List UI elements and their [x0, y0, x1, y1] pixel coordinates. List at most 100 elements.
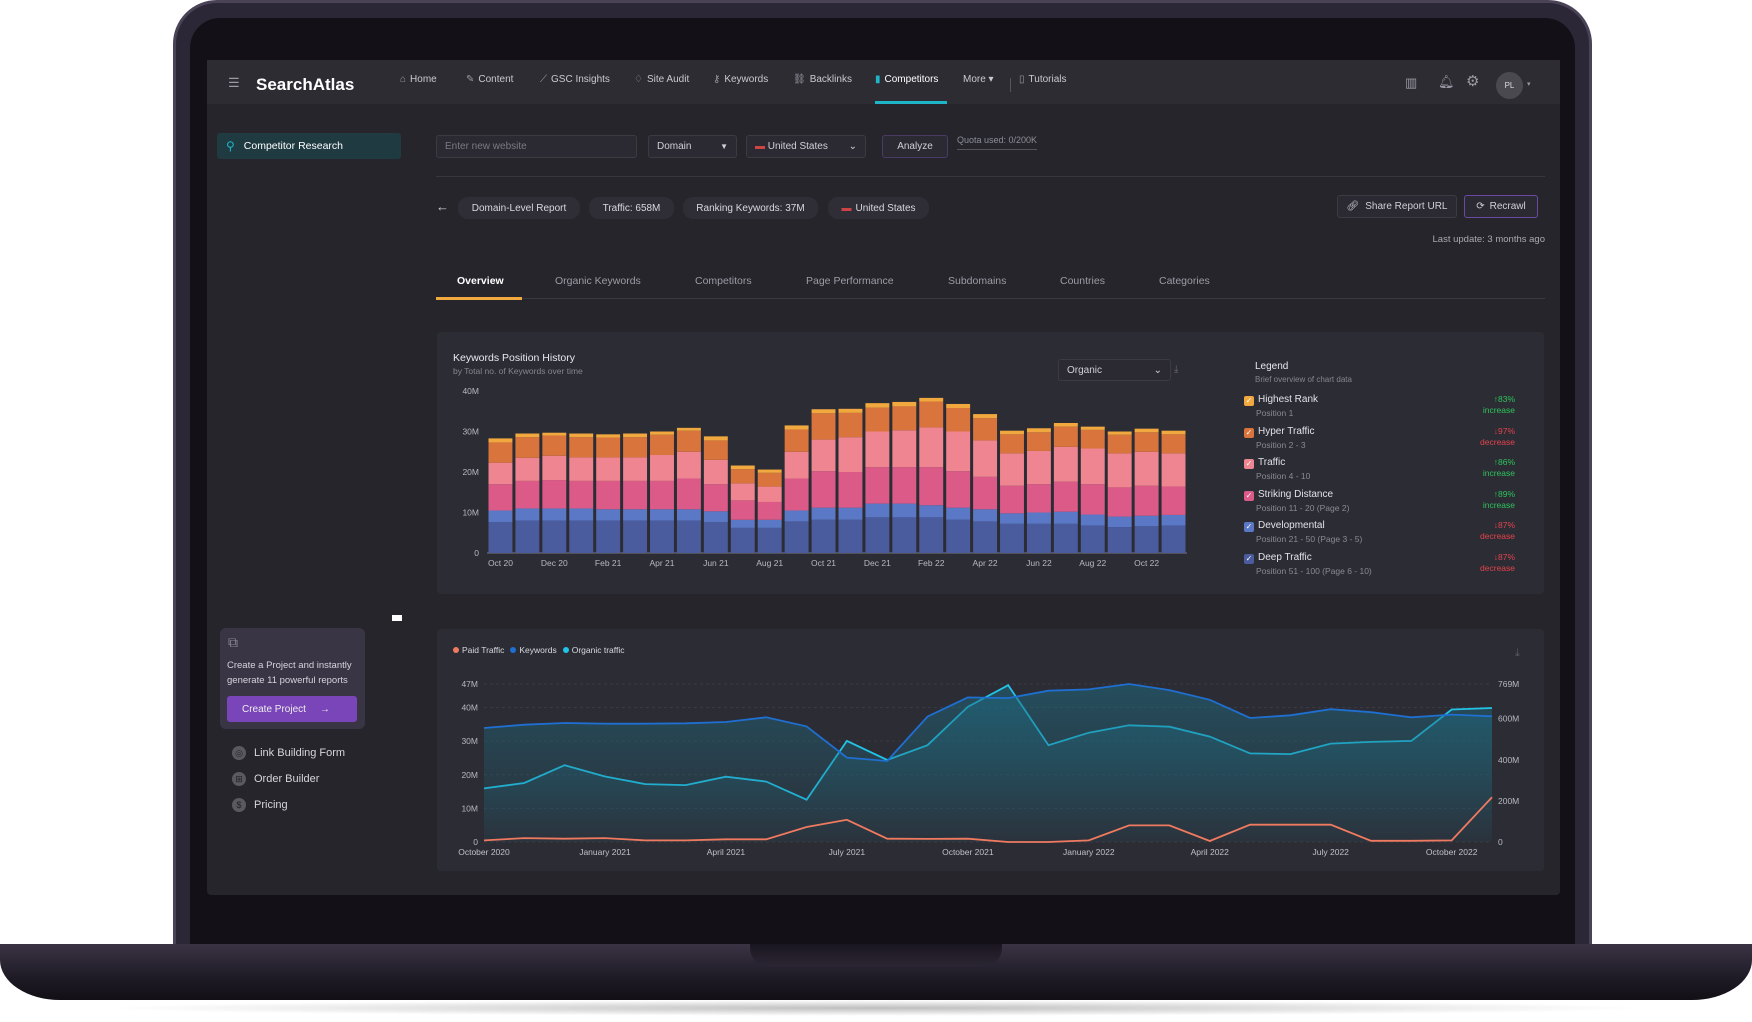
- bar-segment-developmental[interactable]: [623, 509, 648, 521]
- bar-segment-striking-distance[interactable]: [569, 480, 594, 509]
- bar-segment-developmental[interactable]: [676, 509, 701, 521]
- tab-page-performance[interactable]: Page Performance: [806, 275, 894, 287]
- bar-segment-deep-traffic[interactable]: [946, 519, 971, 553]
- bar-segment-developmental[interactable]: [488, 510, 513, 523]
- bar-segment-developmental[interactable]: [1107, 516, 1132, 528]
- bar-segment-hyper-traffic[interactable]: [515, 437, 540, 458]
- bar-segment-developmental[interactable]: [946, 507, 971, 520]
- bar-segment-highest-rank[interactable]: [973, 414, 998, 419]
- bar-segment-deep-traffic[interactable]: [838, 519, 863, 553]
- bar-segment-developmental[interactable]: [1026, 512, 1051, 524]
- avatar[interactable]: PL: [1496, 72, 1523, 99]
- bar-segment-striking-distance[interactable]: [623, 480, 648, 510]
- bar-segment-highest-rank[interactable]: [811, 409, 836, 414]
- nav-item-content[interactable]: ✎ Content: [466, 74, 513, 85]
- brand-logo[interactable]: SearchAtlas: [256, 75, 355, 94]
- bar-segment-highest-rank[interactable]: [488, 438, 513, 443]
- bar-segment-striking-distance[interactable]: [596, 480, 621, 510]
- bar-segment-developmental[interactable]: [784, 510, 809, 522]
- menu-icon[interactable]: ☰: [228, 75, 240, 90]
- bar-segment-deep-traffic[interactable]: [676, 520, 701, 553]
- collapse-handle[interactable]: [392, 615, 402, 621]
- bar-segment-striking-distance[interactable]: [946, 471, 971, 508]
- bar-segment-deep-traffic[interactable]: [1000, 523, 1024, 553]
- bar-segment-traffic[interactable]: [757, 486, 782, 502]
- bar-segment-hyper-traffic[interactable]: [569, 437, 594, 458]
- bar-segment-hyper-traffic[interactable]: [973, 418, 998, 441]
- bar-segment-highest-rank[interactable]: [919, 397, 944, 402]
- bar-segment-hyper-traffic[interactable]: [1080, 429, 1105, 449]
- bar-segment-hyper-traffic[interactable]: [865, 407, 890, 432]
- bar-segment-deep-traffic[interactable]: [650, 520, 674, 553]
- bar-segment-traffic[interactable]: [650, 454, 674, 481]
- tab-categories[interactable]: Categories: [1159, 275, 1210, 287]
- bar-segment-traffic[interactable]: [596, 457, 621, 481]
- bar-segment-deep-traffic[interactable]: [1053, 523, 1078, 553]
- bar-segment-hyper-traffic[interactable]: [703, 440, 728, 460]
- bar-segment-highest-rank[interactable]: [676, 427, 701, 431]
- bar-segment-highest-rank[interactable]: [1161, 430, 1186, 435]
- bar-segment-hyper-traffic[interactable]: [676, 430, 701, 452]
- bar-segment-deep-traffic[interactable]: [542, 520, 567, 553]
- bar-segment-hyper-traffic[interactable]: [892, 406, 917, 431]
- bar-segment-traffic[interactable]: [703, 459, 728, 485]
- tab-overview[interactable]: Overview: [457, 275, 504, 287]
- bar-segment-hyper-traffic[interactable]: [650, 434, 674, 455]
- type-select[interactable]: Domain ▼: [648, 135, 737, 158]
- bar-segment-highest-rank[interactable]: [730, 465, 755, 470]
- bar-segment-highest-rank[interactable]: [703, 436, 728, 441]
- bar-segment-striking-distance[interactable]: [919, 467, 944, 506]
- bar-segment-striking-distance[interactable]: [676, 478, 701, 510]
- bar-segment-hyper-traffic[interactable]: [1000, 434, 1024, 454]
- bar-segment-developmental[interactable]: [730, 519, 755, 528]
- tab-competitors[interactable]: Competitors: [695, 275, 752, 287]
- legend-item-developmental[interactable]: ✓ Developmental Position 21 - 50 (Page 3 -…: [1244, 520, 1362, 544]
- bar-segment-traffic[interactable]: [569, 457, 594, 481]
- bar-segment-deep-traffic[interactable]: [515, 520, 540, 553]
- bar-segment-traffic[interactable]: [973, 440, 998, 477]
- bar-segment-striking-distance[interactable]: [757, 501, 782, 520]
- nav-item-keywords[interactable]: ⚷ Keywords: [713, 74, 768, 85]
- bar-segment-hyper-traffic[interactable]: [757, 472, 782, 487]
- nav-item-home[interactable]: ⌂ Home: [400, 74, 437, 85]
- bar-segment-highest-rank[interactable]: [1000, 430, 1024, 435]
- bar-segment-striking-distance[interactable]: [1000, 485, 1024, 514]
- bar-segment-hyper-traffic[interactable]: [1134, 432, 1159, 452]
- bar-segment-developmental[interactable]: [1080, 514, 1105, 526]
- bar-segment-hyper-traffic[interactable]: [623, 437, 648, 458]
- bar-segment-highest-rank[interactable]: [1107, 431, 1132, 435]
- bar-segment-developmental[interactable]: [973, 509, 998, 522]
- bar-segment-hyper-traffic[interactable]: [1107, 434, 1132, 454]
- bar-segment-highest-rank[interactable]: [838, 408, 863, 413]
- bar-segment-hyper-traffic[interactable]: [542, 435, 567, 456]
- bar-segment-highest-rank[interactable]: [892, 401, 917, 407]
- bar-segment-traffic[interactable]: [730, 483, 755, 501]
- bar-segment-developmental[interactable]: [596, 509, 621, 521]
- bar-segment-hyper-traffic[interactable]: [811, 413, 836, 440]
- bar-segment-deep-traffic[interactable]: [703, 522, 728, 553]
- bar-segment-highest-rank[interactable]: [757, 469, 782, 473]
- bell-icon[interactable]: 🔔︎: [1438, 74, 1455, 89]
- bar-segment-striking-distance[interactable]: [650, 480, 674, 510]
- bar-segment-striking-distance[interactable]: [488, 484, 513, 511]
- bar-segment-traffic[interactable]: [676, 451, 701, 479]
- bar-segment-hyper-traffic[interactable]: [730, 469, 755, 484]
- bar-segment-hyper-traffic[interactable]: [596, 437, 621, 458]
- bar-segment-traffic[interactable]: [542, 455, 567, 481]
- legend-item-highest-rank[interactable]: ✓ Highest Rank Position 1: [1244, 394, 1318, 418]
- bar-segment-deep-traffic[interactable]: [892, 517, 917, 553]
- bar-segment-highest-rank[interactable]: [623, 433, 648, 438]
- bar-segment-deep-traffic[interactable]: [1080, 525, 1105, 553]
- tab-organic-keywords[interactable]: Organic Keywords: [555, 275, 641, 287]
- bar-segment-traffic[interactable]: [811, 439, 836, 472]
- bar-segment-deep-traffic[interactable]: [730, 527, 755, 553]
- bar-segment-deep-traffic[interactable]: [784, 521, 809, 553]
- bar-segment-striking-distance[interactable]: [730, 500, 755, 520]
- bar-segment-highest-rank[interactable]: [1026, 428, 1051, 433]
- bar-segment-developmental[interactable]: [838, 507, 863, 520]
- bar-segment-highest-rank[interactable]: [542, 432, 567, 436]
- bar-segment-highest-rank[interactable]: [1134, 428, 1159, 433]
- bar-segment-hyper-traffic[interactable]: [946, 408, 971, 432]
- checkbox-checked-icon[interactable]: ✓: [1244, 554, 1254, 564]
- bar-segment-developmental[interactable]: [1000, 513, 1024, 524]
